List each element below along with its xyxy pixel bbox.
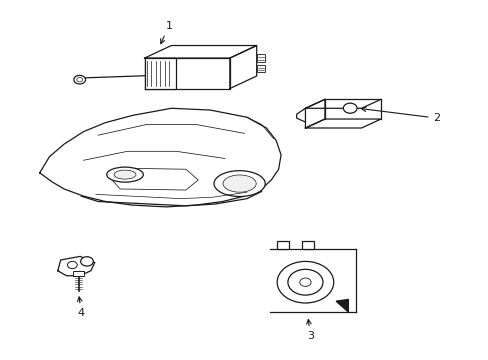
Circle shape [287, 269, 323, 295]
Circle shape [81, 257, 93, 266]
Circle shape [343, 103, 356, 113]
Text: 1: 1 [161, 21, 172, 44]
Bar [144, 58, 176, 89]
Circle shape [67, 261, 77, 269]
Bar [277, 241, 289, 249]
Circle shape [77, 77, 82, 82]
Circle shape [299, 278, 310, 286]
Bar [301, 241, 313, 249]
Text: 4: 4 [78, 297, 84, 318]
Ellipse shape [114, 170, 136, 179]
Ellipse shape [106, 167, 143, 182]
Bar [256, 54, 265, 62]
Bar [73, 271, 84, 276]
Text: 3: 3 [306, 320, 313, 341]
Ellipse shape [223, 175, 256, 192]
Circle shape [277, 261, 333, 303]
Text: 2: 2 [361, 107, 440, 123]
Bar [256, 64, 265, 72]
Polygon shape [335, 300, 347, 312]
Circle shape [74, 75, 85, 84]
Ellipse shape [214, 171, 264, 197]
